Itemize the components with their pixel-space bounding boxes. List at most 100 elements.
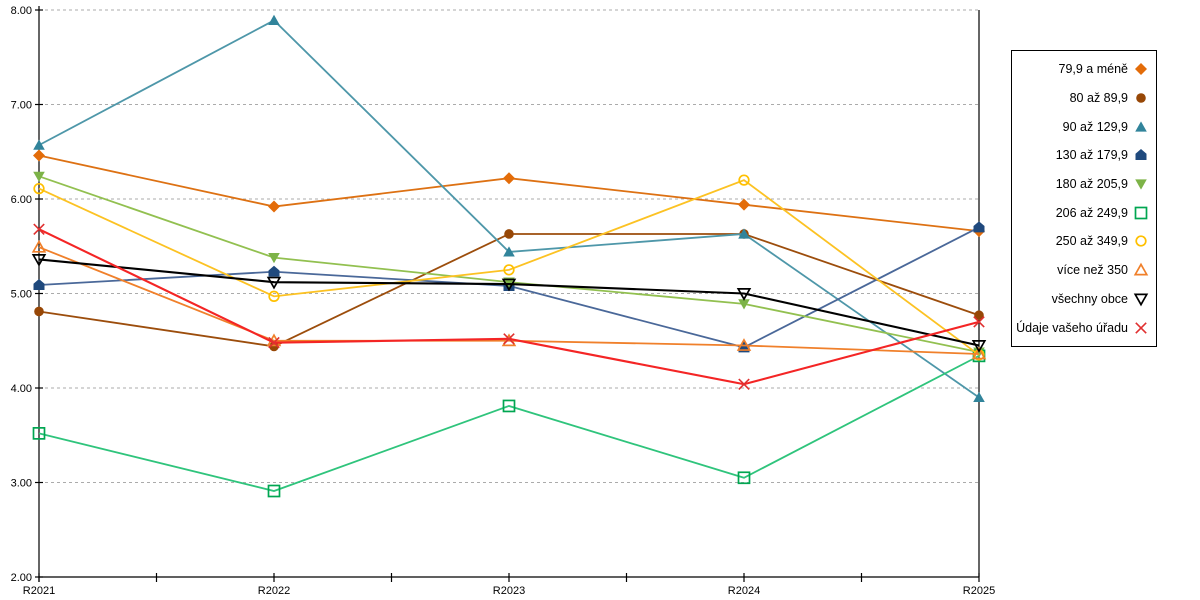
legend-item: 250 až 349,9 [1016, 227, 1150, 255]
y-tick-label: 4.00 [11, 383, 32, 395]
triangle-down-icon [1132, 176, 1150, 192]
series-marker [973, 391, 985, 403]
legend-label: 206 až 249,9 [1055, 205, 1128, 220]
series-marker [34, 306, 44, 317]
y-tick-label: 6.00 [11, 194, 32, 206]
series-marker [1133, 262, 1149, 276]
series-marker [973, 221, 985, 233]
series-marker [31, 254, 47, 267]
square-outline-icon [1132, 205, 1150, 221]
series-markers-8 [31, 254, 987, 353]
legend-label: Údaje vašeho úřadu [1016, 320, 1128, 335]
series-line-0 [38, 154, 980, 233]
series-marker [738, 378, 750, 390]
series-marker [503, 333, 515, 345]
series-marker [268, 14, 280, 25]
series-line-8 [38, 258, 980, 347]
series-marker [738, 198, 750, 211]
circle-outline-icon [1132, 233, 1150, 249]
series-markers-0 [33, 149, 985, 238]
legend-label: více než 350 [1057, 263, 1128, 278]
series-marker [502, 399, 516, 413]
y-tick-label: 2.00 [11, 572, 32, 584]
series-marker [33, 171, 45, 182]
series-marker [503, 172, 515, 185]
series-marker [971, 340, 987, 353]
pentagon-icon [1132, 147, 1150, 163]
series-marker [33, 278, 45, 290]
legend-label: 250 až 349,9 [1055, 234, 1128, 249]
series-marker [736, 288, 752, 301]
series-marker [738, 228, 750, 239]
series-marker [1135, 121, 1147, 132]
series-marker [268, 200, 280, 213]
series-markers-9 [33, 223, 985, 390]
triangle-up-outline-icon [1132, 262, 1150, 278]
series-marker [267, 484, 281, 498]
series-marker [503, 264, 515, 276]
y-tick-label: 8.00 [11, 5, 32, 17]
series-marker [501, 278, 517, 292]
legend-label: 180 až 205,9 [1055, 177, 1128, 192]
series-marker [33, 149, 45, 162]
series-marker [1134, 206, 1148, 220]
y-tick-label: 5.00 [11, 289, 32, 301]
legend-item: 180 až 205,9 [1016, 170, 1150, 198]
series-marker [1135, 179, 1147, 190]
series-marker [971, 346, 987, 360]
legend-item: více než 350 [1016, 256, 1150, 284]
series-line-6 [38, 179, 980, 356]
series-marker [1133, 293, 1149, 307]
x-tick-label: R2021 [23, 585, 55, 597]
triangle-up-icon [1132, 119, 1150, 135]
legend-item: 79,9 a méně [1016, 55, 1150, 83]
series-markers-5 [32, 349, 986, 498]
series-marker [973, 316, 985, 328]
series-marker [32, 427, 46, 440]
triangle-down-outline-icon [1132, 291, 1150, 307]
legend-label: všechny obce [1051, 291, 1128, 306]
legend-label: 79,9 a méně [1058, 62, 1129, 77]
legend-item: 130 až 179,9 [1016, 141, 1150, 169]
x-icon [1132, 320, 1150, 336]
series-marker [738, 299, 750, 310]
x-tick-label: R2024 [728, 585, 760, 597]
legend-marker-glyph [1135, 179, 1147, 190]
series-marker [1136, 93, 1146, 103]
series-markers-2 [33, 14, 985, 403]
legend-marker-glyph [1133, 262, 1149, 276]
legend-item: 206 až 249,9 [1016, 199, 1150, 227]
series-marker [33, 182, 45, 195]
series-marker [737, 471, 751, 485]
series-marker [1135, 321, 1147, 334]
series-marker [33, 223, 45, 236]
series-line-4 [38, 175, 980, 353]
series-marker [31, 239, 47, 253]
series-marker [736, 338, 752, 351]
series-marker [1135, 63, 1147, 76]
series-marker [974, 310, 984, 321]
series-marker [503, 246, 515, 257]
legend-marker-glyph [1135, 149, 1147, 161]
diamond-icon [1132, 61, 1150, 77]
legend-item: 80 až 89,9 [1016, 84, 1150, 112]
legend-item: všechny obce [1016, 285, 1150, 313]
series-line-5 [38, 355, 980, 492]
series-marker [738, 174, 750, 186]
series-marker [268, 336, 280, 349]
legend-box: 79,9 a méně 80 až 89,9 90 až 129,9 130 a… [1011, 50, 1157, 347]
legend-marker-glyph [1133, 293, 1149, 307]
series-marker [268, 252, 280, 264]
legend-label: 130 až 179,9 [1055, 148, 1128, 163]
y-tick-label: 3.00 [11, 478, 32, 490]
x-tick-label: R2025 [963, 585, 995, 597]
legend-item: Údaje vašeho úřadu [1016, 314, 1150, 342]
circle-icon [1132, 90, 1150, 106]
series-marker [268, 290, 280, 302]
legend-label: 90 až 129,9 [1062, 119, 1128, 134]
series-marker [504, 229, 514, 239]
legend-marker-glyph [1135, 321, 1147, 334]
x-tick-label: R2022 [258, 585, 290, 597]
